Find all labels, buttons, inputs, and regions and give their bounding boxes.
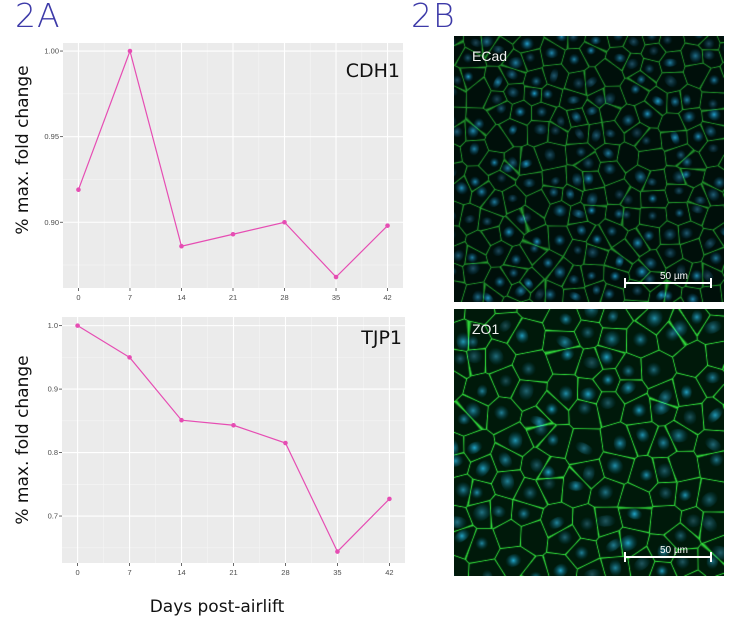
data-point <box>179 243 184 249</box>
x-tick-label: 14 <box>177 293 185 302</box>
scale-bar-label: 50 µm <box>660 545 688 556</box>
x-tick-label: 28 <box>281 568 289 577</box>
micrograph-label: ECad <box>472 48 508 64</box>
data-point <box>179 417 184 423</box>
x-tick-label: 0 <box>76 293 80 302</box>
scale-bar <box>624 276 712 288</box>
scale-bar <box>624 550 712 562</box>
zo1-image <box>454 309 724 576</box>
x-tick-label: 42 <box>383 293 391 302</box>
y-tick-label: 1.00 <box>44 47 59 56</box>
data-point <box>231 422 236 428</box>
data-point <box>385 223 390 228</box>
data-point <box>335 549 340 554</box>
x-tick-label: 7 <box>128 293 132 302</box>
y-axis-title: % max. fold change <box>13 355 33 524</box>
data-point <box>230 231 236 237</box>
panel-label-2a: 2A <box>15 0 61 35</box>
y-axis-title: % max. fold change <box>13 65 33 234</box>
micrograph-zo1: ZO1 50 µm <box>454 309 724 576</box>
data-point <box>387 496 392 502</box>
scale-bar-label: 50 µm <box>660 271 688 282</box>
x-tick-label: 21 <box>229 293 237 302</box>
x-tick-label: 42 <box>385 568 393 577</box>
y-tick-label: 0.9 <box>48 385 58 394</box>
x-tick-label: 14 <box>177 568 185 577</box>
micrograph-ecad: ECad 50 µm <box>454 36 724 302</box>
data-point <box>127 355 132 360</box>
x-tick-label: 0 <box>76 568 80 577</box>
gene-annotation: CDH1 <box>346 60 400 82</box>
data-point <box>283 440 288 446</box>
x-tick-label: 21 <box>229 568 237 577</box>
x-tick-label: 7 <box>127 568 131 577</box>
panel-label-2b: 2B <box>411 0 456 35</box>
x-tick-label: 28 <box>280 293 288 302</box>
data-point <box>282 219 287 225</box>
y-tick-label: 0.90 <box>44 218 59 227</box>
micrograph-label: ZO1 <box>472 321 500 337</box>
data-point <box>76 187 81 193</box>
data-point <box>333 274 339 280</box>
data-point <box>127 48 133 54</box>
y-tick-label: 0.7 <box>48 512 58 521</box>
y-tick-label: 0.8 <box>48 448 58 457</box>
x-axis-title: Days post-airlift <box>150 597 285 617</box>
y-tick-label: 1.0 <box>48 321 58 330</box>
ecad-image <box>454 36 724 302</box>
x-tick-label: 35 <box>333 568 341 577</box>
gene-annotation: TJP1 <box>360 327 402 349</box>
data-point <box>75 323 80 328</box>
y-tick-label: 0.95 <box>44 132 59 141</box>
x-tick-label: 35 <box>332 293 340 302</box>
